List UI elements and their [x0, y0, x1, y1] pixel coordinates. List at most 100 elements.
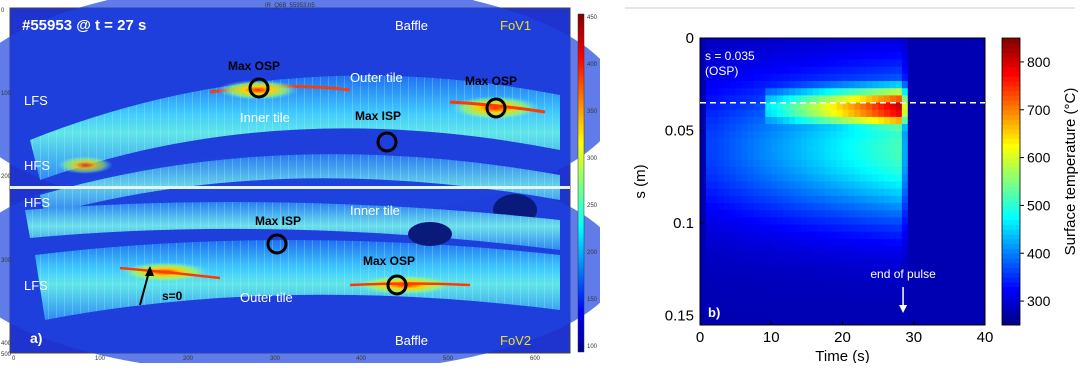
heatmap-cell	[765, 253, 772, 261]
heatmap-cell	[830, 253, 838, 261]
heatmap-cell	[824, 138, 832, 147]
heatmap-cell	[830, 203, 838, 211]
heatmap-cell	[961, 152, 968, 161]
heatmap-cell	[979, 260, 986, 269]
heatmap-cell	[824, 296, 832, 304]
heatmap-cell	[872, 152, 879, 161]
heatmap-cell	[818, 95, 826, 104]
heatmap-cell	[717, 102, 725, 111]
heatmap-cell	[830, 195, 838, 204]
heatmap-cell	[795, 274, 802, 283]
heatmap-cell	[967, 174, 974, 182]
heatmap-cell	[741, 138, 748, 147]
heatmap-cell	[800, 73, 808, 82]
colorbar-segment	[1002, 143, 1020, 149]
heatmap-cell	[842, 66, 849, 75]
heatmap-cell	[806, 253, 814, 261]
heatmap-cell	[872, 138, 879, 147]
heatmap-cell	[783, 253, 790, 261]
heatmap-cell	[759, 303, 766, 312]
heatmap-cell	[895, 289, 903, 297]
heatmap-cell	[783, 95, 790, 104]
heatmap-cell	[783, 59, 790, 68]
heatmap-cell	[854, 109, 861, 118]
heatmap-cell	[848, 59, 855, 68]
heatmap-cell	[783, 260, 790, 269]
heatmap-cell	[842, 289, 849, 297]
heatmap-cell	[907, 310, 915, 319]
heatmap-cell	[860, 95, 867, 104]
heatmap-cell	[848, 102, 855, 111]
heatmap-cell	[961, 246, 968, 254]
heatmap-cell	[842, 174, 849, 182]
heatmap-cell	[705, 203, 713, 211]
heatmap-cell	[747, 253, 754, 261]
heatmap-cell	[955, 310, 962, 319]
heatmap-cell	[931, 253, 938, 261]
heatmap-cell	[705, 181, 713, 190]
heatmap-cell	[741, 253, 748, 261]
heatmap-cell	[925, 310, 933, 319]
heatmap-cell	[925, 181, 933, 190]
heatmap-cell	[830, 246, 838, 254]
heatmap-cell	[878, 38, 885, 46]
heatmap-cell	[884, 52, 891, 61]
heatmap-cell	[919, 181, 927, 190]
heatmap-cell	[711, 138, 719, 147]
heatmap-cell	[729, 253, 737, 261]
heatmap-cell	[937, 73, 944, 82]
heatmap-cell	[806, 73, 814, 82]
heatmap-cell	[717, 116, 725, 125]
heatmap-cell	[866, 152, 873, 161]
heatmap-cell	[771, 246, 778, 254]
heatmap-cell	[848, 138, 855, 147]
heatmap-cell	[830, 73, 838, 82]
heatmap-cell	[806, 281, 814, 290]
heatmap-cell	[848, 131, 855, 139]
heatmap-cell	[890, 138, 897, 147]
heatmap-cell	[955, 45, 962, 53]
heatmap-cell	[753, 253, 760, 261]
heatmap-cell	[818, 45, 826, 53]
heatmap-cell	[907, 181, 915, 190]
heatmap-cell	[806, 152, 814, 161]
heatmap-cell	[824, 116, 832, 125]
heatmap-cell	[961, 138, 968, 147]
colorbar-segment	[1002, 253, 1020, 259]
heatmap-cell	[949, 116, 956, 125]
heatmap-cell	[943, 167, 950, 175]
heatmap-cell	[700, 296, 707, 304]
heatmap-cell	[890, 66, 897, 75]
heatmap-cell	[729, 231, 737, 240]
heatmap-cell	[789, 267, 796, 276]
heatmap-cell	[830, 274, 838, 283]
heatmap-cell	[901, 289, 909, 297]
heatmap-cell	[747, 145, 754, 154]
heatmap-cell	[818, 296, 826, 304]
heatmap-cell	[901, 310, 909, 319]
heatmap-cell	[961, 181, 968, 190]
heatmap-cell	[967, 138, 974, 147]
heatmap-cell	[866, 217, 873, 226]
heatmap-cell	[931, 52, 938, 61]
heatmap-cell	[913, 181, 921, 190]
heatmap-cell	[901, 188, 909, 197]
heatmap-cell	[949, 195, 956, 204]
heatmap-cell	[979, 95, 986, 104]
heatmap-cell	[967, 246, 974, 254]
heatmap-cell	[711, 145, 719, 154]
heatmap-cell	[789, 45, 796, 53]
heatmap-cell	[789, 238, 796, 247]
heatmap-cell	[717, 296, 725, 304]
heatmap-cell	[753, 88, 760, 96]
heatmap-cell	[866, 260, 873, 269]
heatmap-cell	[895, 45, 903, 53]
heatmap-cell	[717, 167, 725, 175]
heatmap-cell	[700, 88, 707, 96]
heatmap-cell	[824, 310, 832, 319]
heatmap-cell	[747, 167, 754, 175]
heatmap-cell	[759, 138, 766, 147]
heatmap-cell	[783, 131, 790, 139]
heatmap-cell	[795, 38, 802, 46]
heatmap-cell	[890, 253, 897, 261]
